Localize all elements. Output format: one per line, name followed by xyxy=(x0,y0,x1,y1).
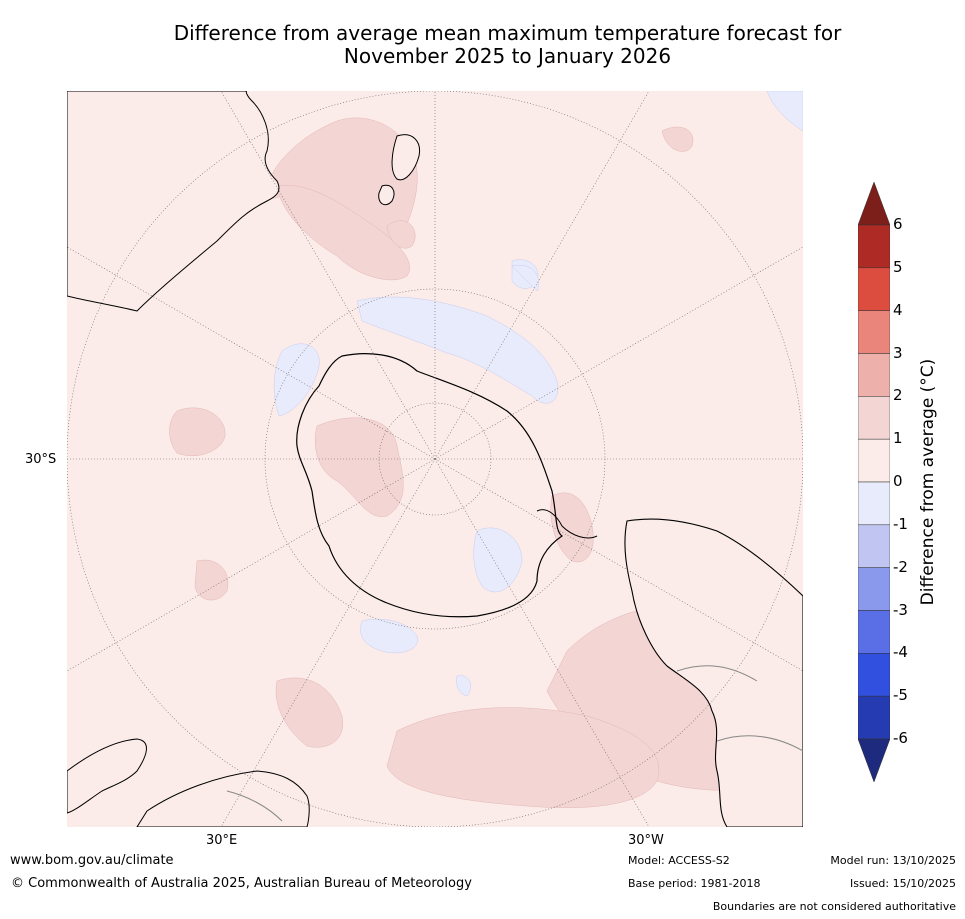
label-30s: 30°S xyxy=(25,452,57,467)
title-line-2: November 2025 to January 2026 xyxy=(343,44,672,68)
meridian-150w xyxy=(434,91,650,460)
cool-region-wilkes-coast xyxy=(273,343,320,417)
label-30e: 30°E xyxy=(206,833,238,848)
colorbar-segment xyxy=(857,653,891,697)
colorbar-segment xyxy=(857,610,891,654)
south-america-coastline xyxy=(624,518,803,827)
colorbar-svg xyxy=(857,181,891,783)
colorbar-segment xyxy=(857,567,891,611)
colorbar-segment xyxy=(857,695,891,740)
colorbar-extend-bottom xyxy=(857,738,891,783)
warm-region-south-pacific xyxy=(386,707,660,808)
colorbar-segment xyxy=(857,396,891,440)
label-30w: 30°W xyxy=(628,833,664,848)
country-borders xyxy=(226,665,803,822)
issued-text: Issued: 15/10/2025 xyxy=(849,877,956,890)
copyright-text: © Commonwealth of Australia 2025, Austra… xyxy=(11,876,472,891)
colorbar-segment xyxy=(857,224,891,269)
colorbar-title: Difference from average (°C) xyxy=(918,358,938,606)
warm-region-southern-atlantic xyxy=(275,677,344,748)
warm-region-drake xyxy=(550,492,594,563)
colorbar-tick-label: 2 xyxy=(893,386,903,405)
base-period-text: Base period: 1981-2018 xyxy=(628,877,761,890)
meridian-30w xyxy=(434,458,650,827)
colorbar-segment xyxy=(857,481,891,526)
cool-region-small-south xyxy=(456,675,471,697)
colorbar xyxy=(857,181,891,783)
warm-region-south-atlantic xyxy=(194,559,229,601)
colorbar-tick-label: 0 xyxy=(893,472,903,490)
antarctica-coastline xyxy=(296,353,564,618)
polar-map[interactable] xyxy=(67,91,803,827)
colorbar-tick-label: -3 xyxy=(893,600,908,619)
colorbar-segment xyxy=(857,267,891,311)
colorbar-tick-label: 6 xyxy=(893,215,903,233)
model-text: Model: ACCESS-S2 xyxy=(628,854,730,867)
chart-title: Difference from average mean maximum tem… xyxy=(60,22,955,68)
warm-region-indian-ocean xyxy=(169,407,226,457)
colorbar-segment xyxy=(857,310,891,354)
colorbar-segment xyxy=(857,353,891,397)
colorbar-tick-label: -5 xyxy=(893,686,908,705)
title-line-1: Difference from average mean maximum tem… xyxy=(173,21,842,45)
disclaimer-text: Boundaries are not considered authoritat… xyxy=(712,900,956,913)
colorbar-segment xyxy=(857,524,891,568)
warm-region-northwest-atlantic xyxy=(386,220,416,249)
website-link[interactable]: www.bom.gov.au/climate xyxy=(10,853,174,868)
colorbar-tick-label: -1 xyxy=(893,514,908,533)
colorbar-extend-top xyxy=(857,181,891,226)
australia-coastline xyxy=(67,91,280,312)
colorbar-tick-label: -2 xyxy=(893,557,908,576)
colorbar-tick-label: -4 xyxy=(893,643,908,662)
africa-coastline xyxy=(67,738,310,827)
colorbar-tick-label: 1 xyxy=(893,429,903,448)
colorbar-segment xyxy=(857,438,891,483)
new-zealand-coastline xyxy=(378,134,421,206)
colorbar-tick-label: -6 xyxy=(893,729,908,747)
warm-region-east-pacific xyxy=(661,126,694,152)
warm-region-tasman xyxy=(276,184,410,281)
colorbar-tick-label: 3 xyxy=(893,343,903,362)
map-svg xyxy=(67,91,803,827)
antarctic-peninsula-coastline xyxy=(536,509,598,539)
model-run-text: Model run: 13/10/2025 xyxy=(830,854,956,867)
colorbar-tick-label: 4 xyxy=(893,300,903,319)
cool-region-ross-sea xyxy=(356,296,559,404)
cool-region-amundsen-sea xyxy=(473,527,523,593)
colorbar-tick-label: 5 xyxy=(893,257,903,276)
meridian-150e xyxy=(220,91,436,460)
cool-region-antarctic-peninsula xyxy=(360,618,418,654)
meridian-30e xyxy=(220,458,436,827)
cool-region-north-pacific-patch xyxy=(766,91,803,132)
cool-region-south-of-new-zealand xyxy=(511,264,539,292)
